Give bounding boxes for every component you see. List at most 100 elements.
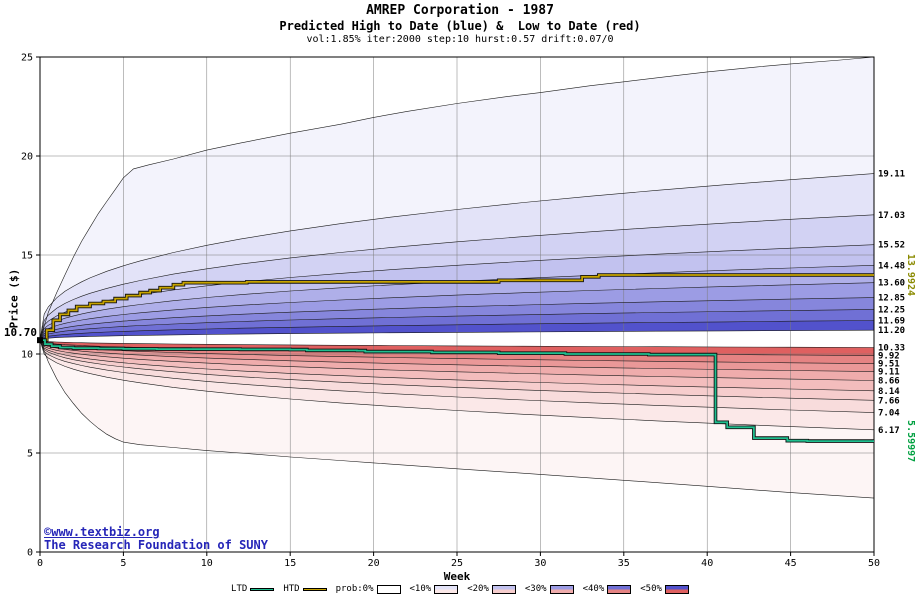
legend-prob-swatch xyxy=(607,584,632,594)
x-tick-label: 5 xyxy=(120,558,126,569)
quantile-end-label: 9.92 xyxy=(878,352,900,362)
x-tick-label: 35 xyxy=(618,558,630,569)
quantile-end-label: 6.17 xyxy=(878,426,900,436)
legend-label: <30% xyxy=(524,584,547,594)
prob-band-high xyxy=(40,282,874,341)
quantile-end-label: 9.51 xyxy=(878,360,900,370)
prob-band-high xyxy=(40,244,874,341)
quantile-end-label: 19.11 xyxy=(878,170,905,180)
start-marker xyxy=(37,337,43,344)
legend-label: <40% xyxy=(582,584,605,594)
quantile-end-label: 11.69 xyxy=(878,317,905,327)
legend-prob-swatch xyxy=(376,584,401,594)
legend-prob-swatch xyxy=(664,584,689,594)
htd-final-label: 13.9924 xyxy=(905,254,916,296)
legend-item--10-: <10% xyxy=(410,584,459,594)
x-tick-label: 20 xyxy=(368,558,380,569)
quantile-end-label: 10.33 xyxy=(878,343,905,353)
page-title: AMREP Corporation - 1987 xyxy=(366,3,554,18)
legend-label: HTD xyxy=(283,584,300,594)
legend-item--40-: <40% xyxy=(583,584,632,594)
prob-band-low xyxy=(40,340,874,391)
band-boundary-line xyxy=(39,339,875,392)
band-boundary-line xyxy=(39,339,875,401)
legend-label: LTD xyxy=(231,584,248,594)
prob-band-high xyxy=(40,214,874,341)
chart-legend: LTD HTD prob:0% <10% <20% <30% <40% <50% xyxy=(0,584,920,594)
start-price-label: 10.70 xyxy=(4,326,37,339)
x-tick-label: 45 xyxy=(785,558,797,569)
y-tick-label: 20 xyxy=(21,152,33,163)
legend-line-swatch xyxy=(250,587,275,591)
htd-line xyxy=(40,274,874,341)
legend-line-swatch xyxy=(302,587,327,591)
quantile-end-label: 12.25 xyxy=(878,305,905,315)
legend-label: <20% xyxy=(467,584,489,594)
y-tick-label: 10 xyxy=(21,350,33,361)
legend-item--20-: <20% xyxy=(467,584,516,594)
quantile-end-label: 8.14 xyxy=(878,387,900,397)
legend-item--50-: <50% xyxy=(640,584,689,594)
quantile-end-label: 11.20 xyxy=(878,326,905,336)
legend-item-htd: HTD xyxy=(283,584,327,594)
quantile-end-label: 13.60 xyxy=(878,279,905,289)
band-boundary-line xyxy=(39,320,875,341)
ltd-line xyxy=(40,339,874,442)
prob-band-low xyxy=(40,340,874,430)
legend-label: prob:0% xyxy=(335,584,374,594)
prob-band-high xyxy=(40,265,874,341)
chart-subtitle: Predicted High to Date (blue) & Low to D… xyxy=(279,19,641,33)
watermark: ©www.textbiz.org The Research Foundation… xyxy=(44,526,268,552)
quantile-end-label: 12.85 xyxy=(878,294,905,304)
band-boundary-line xyxy=(39,339,875,381)
band-boundary-line xyxy=(39,214,875,341)
quantile-end-label: 8.66 xyxy=(878,377,900,387)
x-tick-label: 50 xyxy=(868,558,880,569)
legend-label: <50% xyxy=(640,584,662,594)
band-boundary-line xyxy=(39,297,875,341)
y-tick-label: 15 xyxy=(21,251,33,262)
legend-prob-swatch xyxy=(434,584,459,594)
band-boundary-line xyxy=(39,56,875,341)
y-tick-label: 25 xyxy=(21,53,33,64)
watermark-site-link[interactable]: ©www.textbiz.org xyxy=(44,525,160,539)
band-boundary-line xyxy=(39,339,875,499)
quantile-end-label: 17.03 xyxy=(878,211,905,221)
band-boundary-line xyxy=(39,339,875,348)
prob-band-low xyxy=(40,340,874,364)
band-boundary-line xyxy=(39,309,875,341)
simulation-params: vol:1.85% iter:2000 step:10 hurst:0.57 d… xyxy=(306,34,614,45)
band-boundary-line xyxy=(39,282,875,341)
y-tick-label: 5 xyxy=(27,449,33,460)
y-tick-label: 0 xyxy=(27,548,33,559)
x-tick-label: 15 xyxy=(284,558,296,569)
quantile-end-label: 14.48 xyxy=(878,261,905,271)
quantile-end-label: 9.11 xyxy=(878,368,900,378)
watermark-org: The Research Foundation of SUNY xyxy=(44,538,268,552)
band-boundary-line xyxy=(39,173,875,341)
legend-item-prob-0-: prob:0% xyxy=(336,584,401,594)
x-tick-label: 30 xyxy=(534,558,546,569)
quantile-end-label: 7.66 xyxy=(878,396,900,406)
y-axis-title: Price ($) xyxy=(7,268,21,329)
legend-item-ltd: LTD xyxy=(231,584,275,594)
legend-label: <10% xyxy=(409,584,432,594)
ltd-final-label: 5.59997 xyxy=(905,420,916,462)
x-tick-label: 0 xyxy=(37,558,43,569)
band-boundary-line xyxy=(39,340,875,431)
band-boundary-line xyxy=(39,329,875,341)
x-tick-label: 10 xyxy=(201,558,213,569)
legend-prob-swatch xyxy=(491,584,516,594)
x-tick-label: 40 xyxy=(701,558,713,569)
prob-band-high xyxy=(40,173,874,341)
x-axis-title: Week xyxy=(443,570,471,583)
band-boundary-line xyxy=(39,339,875,413)
prob-band-low xyxy=(40,340,874,381)
legend-item--30-: <30% xyxy=(525,584,574,594)
legend-prob-swatch xyxy=(549,584,574,594)
quantile-end-label: 15.52 xyxy=(878,241,905,251)
x-tick-label: 25 xyxy=(451,558,463,569)
quantile-end-label: 7.04 xyxy=(878,409,900,419)
